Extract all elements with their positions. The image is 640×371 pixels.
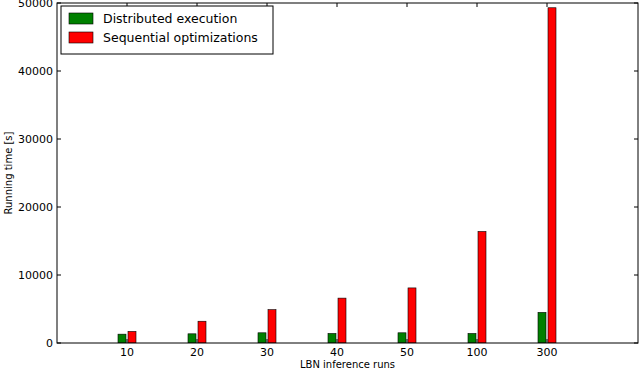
chart-root: 0 10000 20000 30000 40000 50000 10 20 30 40 50 100 3… (0, 0, 640, 371)
y-tick-label: 50000 (18, 0, 53, 10)
x-tick (267, 339, 268, 343)
y-tick (57, 207, 61, 208)
x-tick (197, 339, 198, 343)
bar (468, 333, 476, 343)
y-tick (634, 343, 638, 344)
bar (198, 321, 206, 343)
x-tick-label: 20 (190, 346, 204, 359)
bar (338, 298, 346, 343)
x-tick (407, 339, 408, 343)
y-tick (57, 139, 61, 140)
x-tick (547, 339, 548, 343)
x-tick-label: 300 (537, 346, 558, 359)
legend-swatch (69, 32, 93, 43)
y-tick (57, 71, 61, 72)
y-tick (57, 343, 61, 344)
bar (188, 334, 196, 343)
bars (118, 8, 556, 343)
x-tick-label: 30 (260, 346, 274, 359)
legend-label: Distributed execution (103, 11, 237, 26)
y-tick (634, 139, 638, 140)
y-tick (634, 275, 638, 276)
legend-label: Sequential optimizations (103, 30, 258, 45)
plot-frame (57, 3, 638, 343)
legend: Distributed execution Sequential optimiza… (61, 6, 273, 54)
x-tick (477, 339, 478, 343)
bar (408, 288, 416, 343)
x-tick (127, 339, 128, 343)
x-axis-label: LBN inference runs (300, 359, 395, 370)
y-tick-label: 30000 (18, 133, 53, 146)
x-tick-label: 100 (467, 346, 488, 359)
x-tick (337, 3, 338, 7)
y-tick-label: 0 (46, 337, 53, 350)
y-tick (634, 71, 638, 72)
bar (548, 8, 556, 343)
y-tick (634, 207, 638, 208)
y-tick (57, 3, 61, 4)
legend-swatch (69, 13, 93, 24)
bar (268, 310, 276, 343)
y-tick (57, 275, 61, 276)
bar (128, 331, 136, 343)
legend-box (61, 6, 273, 54)
y-tick-label: 40000 (18, 65, 53, 78)
x-tick (477, 3, 478, 7)
x-tick (407, 3, 408, 7)
y-axis-label: Running time [s] (3, 131, 14, 214)
x-tick-label: 10 (120, 346, 134, 359)
x-tick-label: 40 (330, 346, 344, 359)
x-tick (547, 3, 548, 7)
plot-background (57, 3, 638, 343)
bar (118, 334, 126, 343)
bar (478, 231, 486, 343)
bar (538, 312, 546, 343)
y-tick-label: 20000 (18, 201, 53, 214)
x-tick (337, 339, 338, 343)
chart: 0 10000 20000 30000 40000 50000 10 20 30 40 50 100 3… (0, 0, 640, 371)
y-tick (634, 3, 638, 4)
x-tick-label: 50 (400, 346, 414, 359)
y-tick-label: 10000 (18, 269, 53, 282)
bar (258, 333, 266, 343)
bar (398, 333, 406, 343)
bar (328, 333, 336, 343)
